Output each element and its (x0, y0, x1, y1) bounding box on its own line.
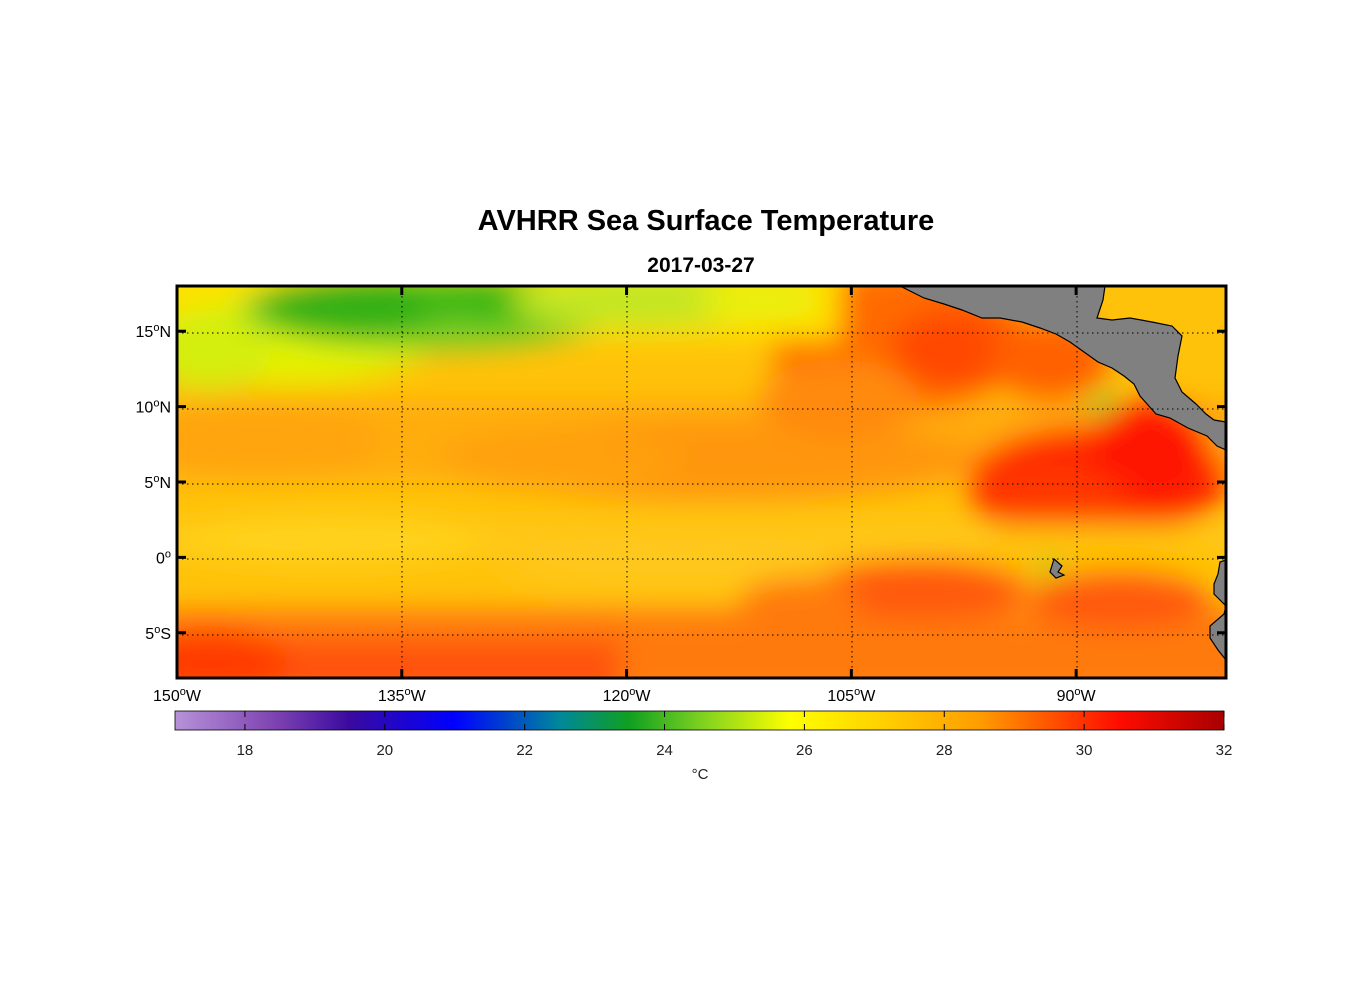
lat-tick-label: 15oN (136, 322, 171, 341)
lon-tick-label: 150oW (153, 686, 202, 705)
colorbar-tick-label: 32 (1216, 742, 1233, 759)
colorbar-tick-label: 20 (376, 742, 393, 759)
lat-tick-label: 5oN (144, 473, 171, 492)
sst-blobs (177, 286, 1226, 678)
colorbar-tick-label: 22 (516, 742, 533, 759)
colorbar-tick-label: 26 (796, 742, 813, 759)
lat-tick-label: 0o (156, 548, 171, 567)
latitude-ticks: 15oN 10oN 5oN 0o 5oS (136, 322, 1226, 643)
lat-tick-label: 10oN (136, 398, 171, 417)
longitude-ticks: 150oW 135oW 120oW 105oW 90oW (153, 286, 1097, 705)
map-date: 2017-03-27 (647, 254, 755, 277)
lat-tick-label: 5oS (145, 624, 171, 643)
map-title: AVHRR Sea Surface Temperature (477, 205, 935, 237)
graticule (177, 286, 1226, 678)
lon-tick-label: 135oW (378, 686, 427, 705)
sst-field (177, 286, 1226, 678)
colorbar-tick-label: 24 (656, 742, 673, 759)
colorbar-tick-label: 18 (237, 742, 254, 759)
colorbar-tick-label: 28 (936, 742, 953, 759)
colorbar-tick-label: 30 (1076, 742, 1093, 759)
galapagos-land (1049, 557, 1066, 579)
colorbar (174, 710, 1225, 731)
colorbar-ticks: 18 20 22 24 26 28 30 32 (237, 711, 1233, 759)
central-america-land (899, 286, 1226, 451)
lon-tick-label: 120oW (603, 686, 652, 705)
lon-tick-label: 90oW (1057, 686, 1097, 705)
colorbar-unit-label: °C (692, 766, 709, 783)
lon-tick-label: 105oW (827, 686, 876, 705)
